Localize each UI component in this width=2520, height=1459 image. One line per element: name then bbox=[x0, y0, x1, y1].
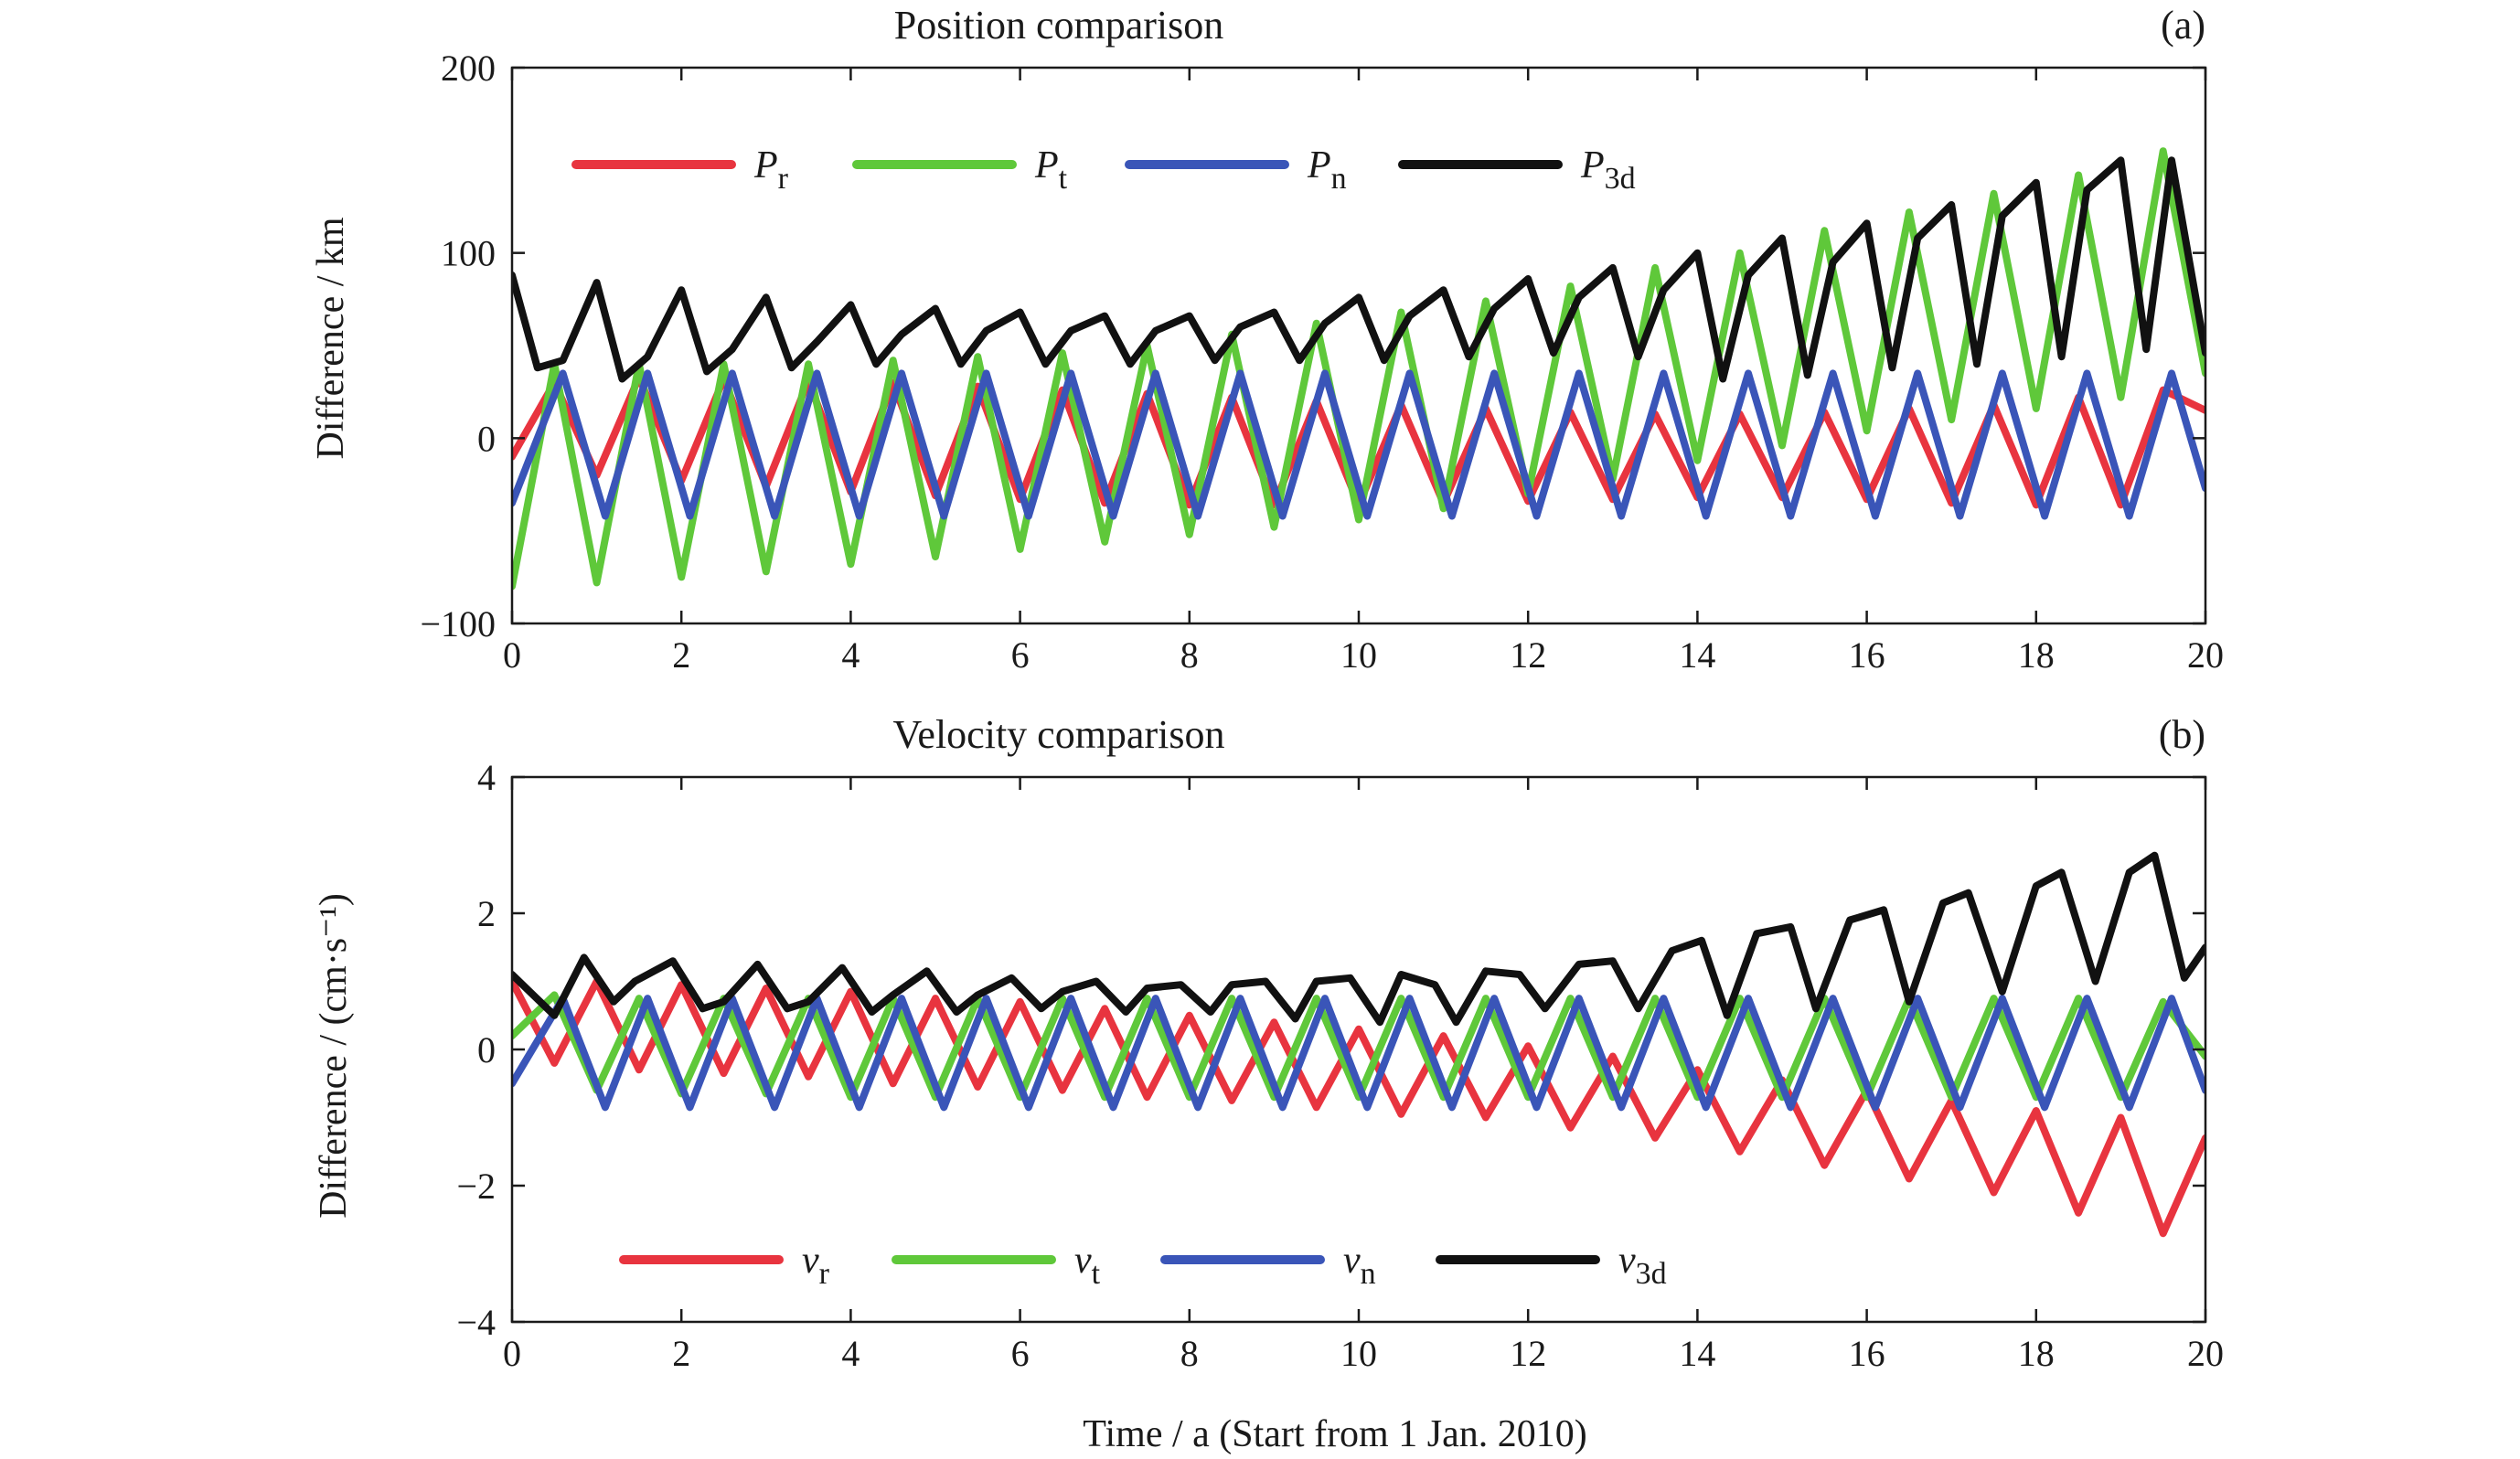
x-tick-label: 10 bbox=[1340, 1333, 1377, 1374]
panel-title: Velocity comparison bbox=[893, 712, 1225, 757]
panel-label: (a) bbox=[2161, 3, 2205, 48]
panel-title: Position comparison bbox=[894, 3, 1224, 48]
x-tick-label: 2 bbox=[672, 1333, 690, 1374]
x-tick-label: 20 bbox=[2187, 634, 2224, 676]
series-line-v-3d bbox=[512, 851, 2205, 1027]
x-tick-label: 16 bbox=[1849, 634, 1885, 676]
legend: vr vt vn v3d bbox=[619, 1240, 1667, 1291]
series-line-p-3d bbox=[512, 156, 2205, 383]
x-tick-label: 12 bbox=[1510, 1333, 1546, 1374]
x-tick-label: 4 bbox=[841, 634, 860, 676]
legend-entry: vt bbox=[1074, 1240, 1101, 1291]
x-axis-label: Time / a (Start from 1 Jan. 2010) bbox=[1083, 1413, 1586, 1455]
series-line-v-n bbox=[512, 995, 2205, 1112]
x-tick-label: 10 bbox=[1340, 634, 1377, 676]
series-line-p-t bbox=[512, 147, 2205, 591]
legend-entry: Pr bbox=[753, 144, 789, 196]
x-tick-label: 0 bbox=[503, 1333, 521, 1374]
series-group bbox=[512, 147, 2205, 591]
legend-entry: vn bbox=[1343, 1240, 1376, 1291]
legend-entry: P3d bbox=[1580, 144, 1636, 196]
x-tick-label: 2 bbox=[672, 634, 690, 676]
x-tick-label: 14 bbox=[1679, 1333, 1715, 1374]
y-tick-label: 4 bbox=[477, 757, 496, 798]
x-tick-label: 20 bbox=[2187, 1333, 2224, 1374]
position-panel: Position comparison (a) Difference / km … bbox=[310, 3, 2224, 676]
y-tick-label: −4 bbox=[456, 1302, 496, 1343]
x-tick-label: 6 bbox=[1011, 634, 1030, 676]
legend-entry: Pn bbox=[1307, 144, 1347, 196]
x-tick-label: 12 bbox=[1510, 634, 1546, 676]
velocity-panel: Velocity comparison (b) Difference / (cm… bbox=[313, 712, 2224, 1455]
x-tick-label: 8 bbox=[1180, 634, 1199, 676]
y-axis-label: Difference / km bbox=[310, 217, 352, 459]
y-tick-label: 200 bbox=[441, 48, 496, 89]
x-tick-label: 0 bbox=[503, 634, 521, 676]
y-tick-label: −100 bbox=[420, 603, 496, 644]
y-tick-label: 100 bbox=[441, 233, 496, 274]
x-tick-label: 4 bbox=[841, 1333, 860, 1374]
legend-entry: Pt bbox=[1034, 144, 1068, 196]
x-tick-label: 6 bbox=[1011, 1333, 1030, 1374]
series-line-p-n bbox=[512, 369, 2205, 520]
y-tick-label: 0 bbox=[477, 1029, 496, 1070]
x-tick-label: 8 bbox=[1180, 1333, 1199, 1374]
panel-label: (b) bbox=[2159, 712, 2205, 757]
y-tick-label: 2 bbox=[477, 893, 496, 934]
y-axis-label: Difference / (cm·s⁻¹) bbox=[313, 893, 355, 1219]
series-line-v-r bbox=[512, 977, 2205, 1238]
legend-entry: v3d bbox=[1618, 1240, 1667, 1291]
legend-entry: vr bbox=[802, 1240, 830, 1291]
y-tick-label: 0 bbox=[477, 418, 496, 459]
y-tick-label: −2 bbox=[456, 1166, 496, 1207]
series-group bbox=[512, 851, 2205, 1238]
x-tick-label: 14 bbox=[1679, 634, 1715, 676]
x-tick-label: 18 bbox=[2018, 1333, 2055, 1374]
x-tick-label: 16 bbox=[1849, 1333, 1885, 1374]
series-line-v-t bbox=[512, 991, 2205, 1102]
x-tick-label: 18 bbox=[2018, 634, 2055, 676]
legend: Pr Pt Pn P3d bbox=[571, 144, 1636, 196]
